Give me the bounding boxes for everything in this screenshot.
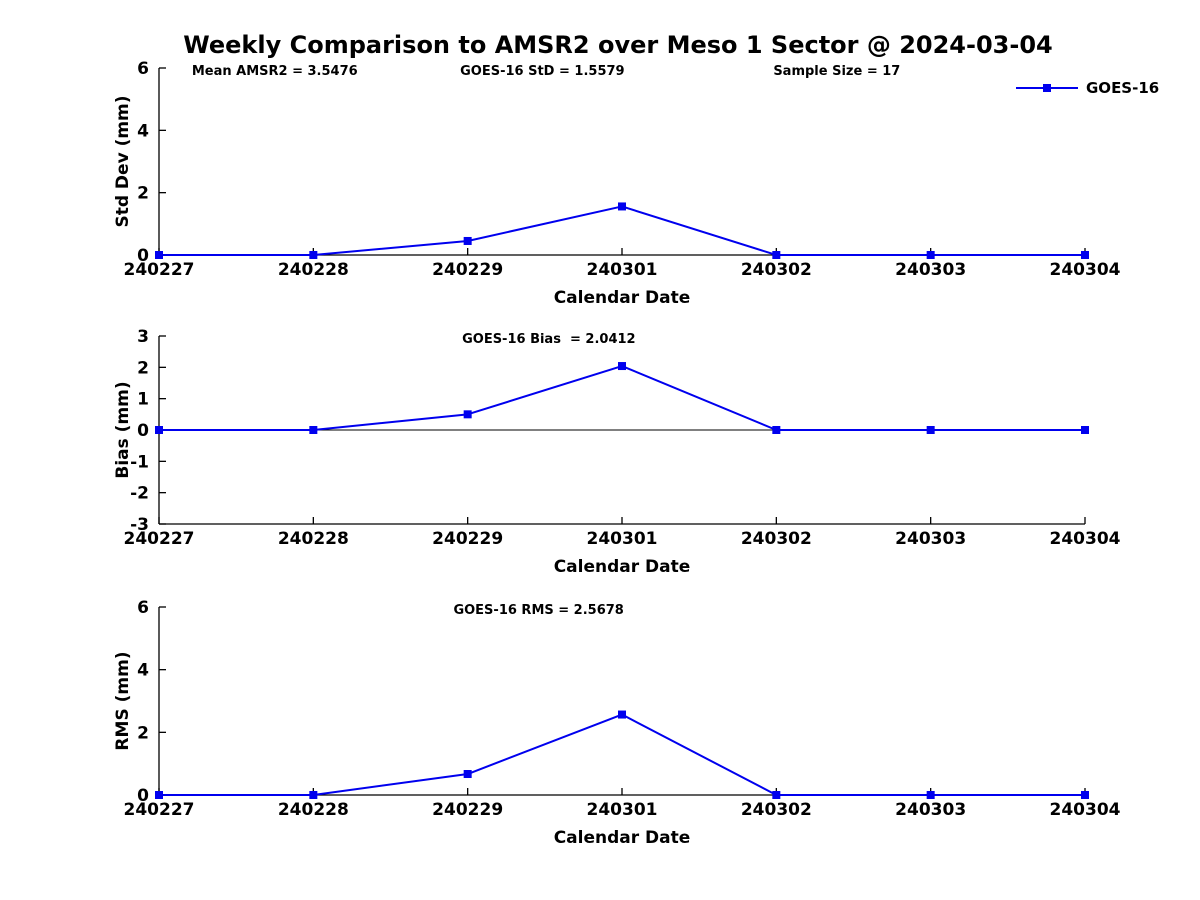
- x-tick-label: 240227: [124, 529, 195, 549]
- data-point-marker: [618, 202, 626, 211]
- stat-annotation: GOES-16 Bias = 2.0412: [462, 332, 636, 347]
- series-line-goes-16: [159, 365, 1085, 431]
- data-point-marker: [309, 426, 318, 434]
- x-tick-label: 240304: [1050, 529, 1121, 549]
- data-point-marker: [155, 791, 163, 799]
- data-point-marker: [155, 251, 163, 259]
- y-tick-label: 3: [137, 327, 149, 347]
- x-tick-label: 240301: [587, 260, 658, 280]
- x-tick-label: 240303: [895, 529, 966, 549]
- y-tick-label: 0: [137, 246, 149, 266]
- data-point-marker: [772, 791, 781, 799]
- y-tick-label: 4: [137, 121, 149, 141]
- y-tick-label: 2: [137, 723, 149, 743]
- series-line-goes-16: [159, 713, 1085, 796]
- y-tick-label: 2: [137, 358, 149, 378]
- y-tick-label: 0: [137, 786, 149, 806]
- data-point-marker: [1081, 426, 1089, 434]
- y-tick-label: 4: [137, 661, 149, 681]
- legend-label: GOES-16: [1086, 79, 1159, 97]
- x-tick-label: 240228: [278, 800, 349, 820]
- x-tick-label: 240229: [432, 260, 503, 280]
- data-point-marker: [618, 362, 626, 371]
- x-tick-label: 240229: [432, 800, 503, 820]
- data-point-marker: [463, 236, 472, 245]
- y-tick-label: 6: [137, 59, 149, 79]
- x-tick-label: 240301: [587, 529, 658, 549]
- data-point-marker: [772, 251, 781, 259]
- x-axis-label: Calendar Date: [554, 828, 691, 848]
- data-point-marker: [309, 791, 318, 799]
- data-point-marker: [309, 251, 318, 259]
- x-tick-label: 240227: [124, 260, 195, 280]
- x-tick-label: 240304: [1050, 260, 1121, 280]
- x-tick-label: 240229: [432, 529, 503, 549]
- legend: GOES-16: [1016, 79, 1159, 97]
- y-tick-label: -1: [130, 452, 149, 472]
- stat-annotation: Sample Size = 17: [773, 64, 900, 79]
- x-tick-label: 240302: [741, 260, 812, 280]
- x-tick-label: 240228: [278, 260, 349, 280]
- y-tick-label: 1: [137, 390, 149, 410]
- x-axis-label: Calendar Date: [554, 288, 691, 308]
- data-point-marker: [155, 426, 163, 434]
- x-tick-label: 240227: [124, 800, 195, 820]
- y-tick-label: 6: [137, 598, 149, 618]
- data-point-marker: [463, 410, 472, 419]
- stat-annotation: GOES-16 RMS = 2.5678: [453, 603, 623, 618]
- y-axis-label: Std Dev (mm): [113, 95, 133, 227]
- data-point-marker: [926, 426, 935, 434]
- y-axis-label: RMS (mm): [113, 651, 133, 750]
- y-tick-label: 2: [137, 184, 149, 204]
- x-tick-label: 240303: [895, 800, 966, 820]
- y-axis-label: Bias (mm): [113, 381, 133, 478]
- y-tick-label: 0: [137, 421, 149, 441]
- data-point-marker: [926, 251, 935, 259]
- x-axis-label: Calendar Date: [554, 557, 691, 577]
- subplot-rms: 0 2 4 6 240227 240228 240229 240301 240302 240303…: [113, 598, 1121, 848]
- x-tick-label: 240228: [278, 529, 349, 549]
- figure-title: Weekly Comparison to AMSR2 over Meso 1 S…: [183, 31, 1052, 59]
- x-tick-label: 240301: [587, 800, 658, 820]
- series-line-goes-16: [159, 205, 1085, 256]
- subplot-std-dev: 0 2 4 6 240227 240228 240229 240301 240302 240303…: [113, 59, 1121, 308]
- data-point-marker: [772, 426, 781, 434]
- data-point-marker: [1081, 791, 1089, 799]
- data-point-marker: [1081, 251, 1089, 259]
- x-tick-label: 240302: [741, 800, 812, 820]
- data-point-marker: [463, 770, 472, 779]
- x-tick-label: 240303: [895, 260, 966, 280]
- data-point-marker: [618, 710, 626, 719]
- legend-marker: [1043, 84, 1051, 92]
- y-tick-label: -2: [130, 484, 149, 504]
- x-tick-label: 240302: [741, 529, 812, 549]
- stat-annotation: GOES-16 StD = 1.5579: [460, 64, 624, 79]
- stat-annotation: Mean AMSR2 = 3.5476: [192, 64, 358, 79]
- data-point-marker: [926, 791, 935, 799]
- y-tick-label: -3: [130, 515, 149, 535]
- x-tick-label: 240304: [1050, 800, 1121, 820]
